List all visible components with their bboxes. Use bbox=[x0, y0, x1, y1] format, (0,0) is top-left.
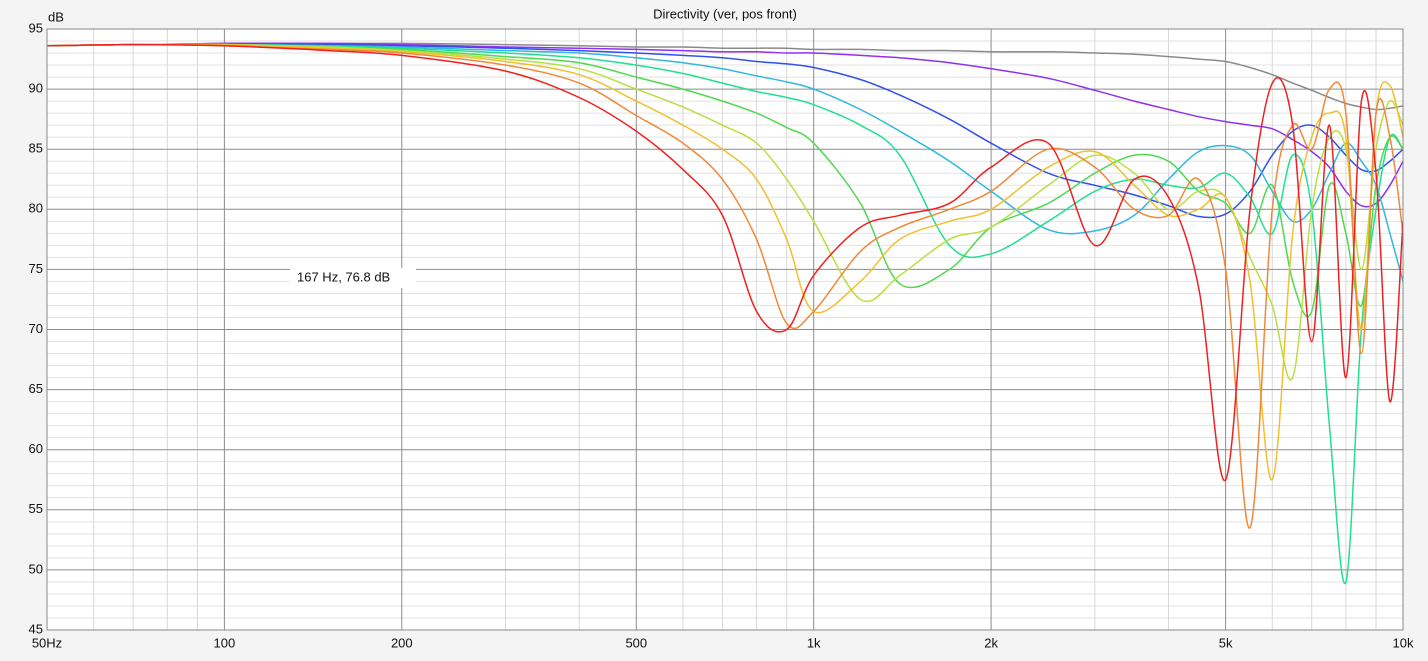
series-line bbox=[47, 42, 1403, 208]
series-line bbox=[47, 43, 1403, 219]
x-tick-label: 50Hz bbox=[32, 635, 62, 650]
y-tick-label: 45 bbox=[29, 621, 43, 636]
x-tick-label: 100 bbox=[214, 635, 236, 650]
series-line bbox=[47, 43, 1403, 481]
x-tick-label: 500 bbox=[625, 635, 647, 650]
x-tick-label: 200 bbox=[391, 635, 413, 650]
series-line bbox=[47, 43, 1403, 282]
y-tick-label: 50 bbox=[29, 561, 43, 576]
y-axis-label: dB bbox=[48, 9, 64, 24]
y-tick-label: 55 bbox=[29, 501, 43, 516]
y-tick-label: 65 bbox=[29, 381, 43, 396]
series-line bbox=[47, 43, 1403, 481]
x-tick-label: 5k bbox=[1219, 635, 1233, 650]
grid bbox=[46, 28, 1404, 631]
annotation: 167 Hz, 76.8 dB bbox=[297, 269, 390, 284]
series-line bbox=[47, 43, 1403, 381]
series-line bbox=[47, 43, 1403, 529]
x-tick-label: 1k bbox=[807, 635, 821, 650]
y-tick-label: 75 bbox=[29, 261, 43, 276]
y-tick-label: 70 bbox=[29, 321, 43, 336]
x-tick-label: 10k bbox=[1393, 635, 1414, 650]
series-line bbox=[47, 42, 1403, 111]
y-tick-label: 90 bbox=[29, 81, 43, 96]
annotation-box bbox=[290, 268, 416, 288]
y-tick-label: 60 bbox=[29, 441, 43, 456]
y-tick-label: 85 bbox=[29, 141, 43, 156]
plot-border bbox=[46, 28, 1404, 631]
x-tick-label: 2k bbox=[984, 635, 998, 650]
series-line bbox=[47, 43, 1403, 585]
chart-title: Directivity (ver, pos front) bbox=[653, 6, 797, 21]
y-tick-label: 95 bbox=[29, 20, 43, 35]
lines bbox=[47, 42, 1403, 585]
y-tick-label: 80 bbox=[29, 201, 43, 216]
